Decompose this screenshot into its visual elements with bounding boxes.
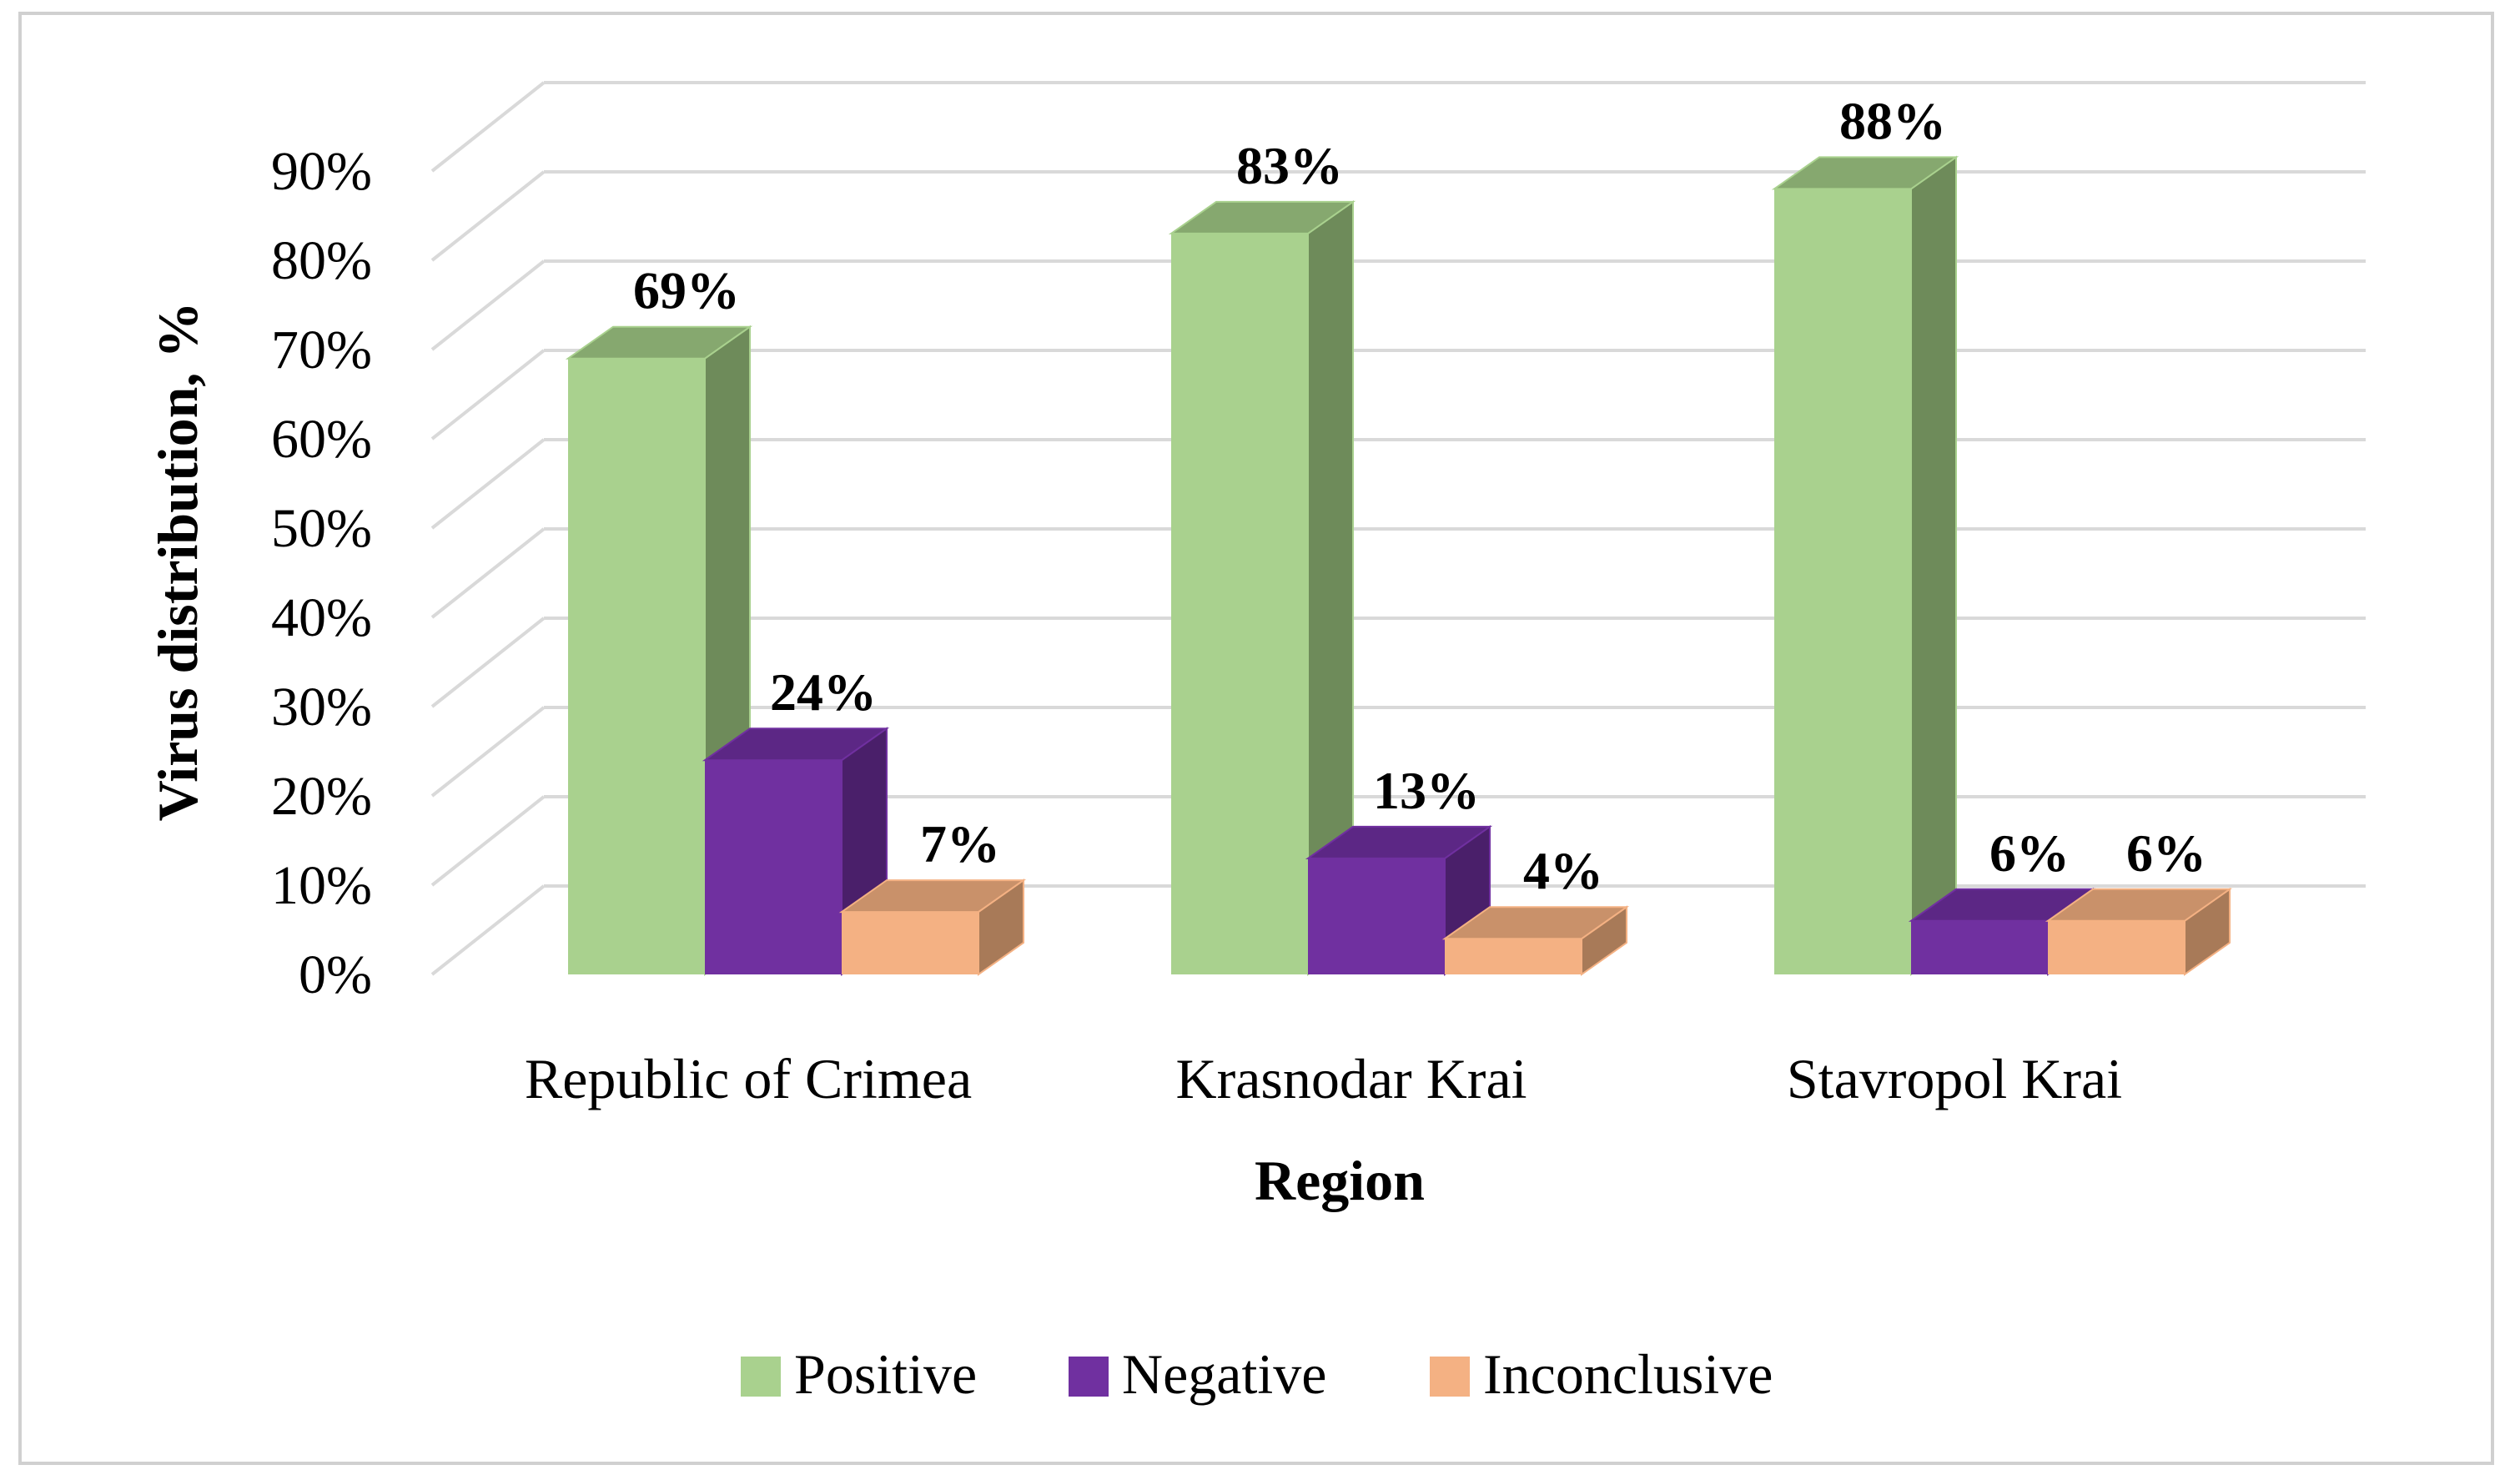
y-tick-label: 40%: [271, 587, 372, 648]
x-category-label: Stavropol Krai: [1787, 1047, 2122, 1110]
gridline: [430, 617, 2366, 708]
data-label: 24%: [770, 662, 877, 722]
data-label: 88%: [1839, 91, 1946, 150]
gridline: [430, 259, 2366, 351]
gridline: [430, 706, 2366, 798]
data-label: 69%: [633, 261, 740, 320]
bar-inconclusive: [2045, 887, 2233, 976]
gridline: [430, 527, 2366, 619]
data-label: 4%: [1523, 841, 1603, 900]
y-axis-title: Virus distribution, %: [146, 302, 209, 822]
bar-inconclusive: [838, 878, 1027, 976]
chart-frame: 0% 10% 20% 30% 40% 50% 60% 70% 80% 90% 69% 24% 7% 83…: [18, 12, 2494, 1465]
gridline: [430, 349, 2366, 440]
gridline: [430, 170, 2366, 262]
y-tick-label: 90%: [271, 141, 372, 202]
y-tick-label: 0%: [299, 944, 372, 1005]
x-category-label: Republic of Crimea: [525, 1047, 972, 1110]
bar-negative: [1305, 824, 1493, 976]
x-axis-category-labels: Republic of Crimea Krasnodar Krai Stavropo…: [525, 1047, 2122, 1110]
legend-item-inconclusive: Inconclusive: [1430, 1342, 1773, 1406]
gridline: [430, 81, 2366, 173]
data-label: 6%: [1989, 823, 2070, 883]
bar-inconclusive: [1441, 905, 1630, 976]
bar-chart: 0% 10% 20% 30% 40% 50% 60% 70% 80% 90% 69% 24% 7% 83…: [146, 81, 2366, 1406]
legend: Positive Negative Inconclusive: [741, 1342, 1773, 1406]
y-tick-label: 60%: [271, 409, 372, 470]
y-tick-label: 80%: [271, 230, 372, 291]
legend-swatch: [741, 1357, 781, 1397]
bar-positive: [1168, 199, 1356, 976]
y-axis-tick-labels: 0% 10% 20% 30% 40% 50% 60% 70% 80% 90%: [271, 141, 372, 1005]
x-category-label: Krasnodar Krai: [1175, 1047, 1527, 1110]
legend-swatch: [1069, 1357, 1109, 1397]
legend-item-negative: Negative: [1069, 1342, 1326, 1406]
legend-item-positive: Positive: [741, 1342, 977, 1406]
data-labels: 69% 24% 7% 83% 13% 4% 88% 6% 6%: [633, 91, 2206, 900]
y-tick-label: 10%: [271, 855, 372, 916]
bar-positive: [1771, 155, 1959, 976]
y-tick-label: 30%: [271, 677, 372, 737]
bars: [565, 155, 2233, 976]
legend-swatch: [1430, 1357, 1470, 1397]
x-axis-title: Region: [1255, 1149, 1425, 1212]
data-label: 7%: [920, 814, 1000, 873]
legend-label: Negative: [1122, 1342, 1326, 1406]
y-tick-label: 70%: [271, 320, 372, 380]
data-label: 6%: [2126, 823, 2206, 883]
legend-label: Positive: [794, 1342, 977, 1406]
gridlines: [430, 81, 2366, 976]
data-label: 13%: [1373, 761, 1480, 820]
y-tick-label: 50%: [271, 498, 372, 559]
y-tick-label: 20%: [271, 766, 372, 827]
legend-label: Inconclusive: [1483, 1342, 1773, 1406]
data-label: 83%: [1236, 136, 1343, 195]
gridline: [430, 438, 2366, 530]
